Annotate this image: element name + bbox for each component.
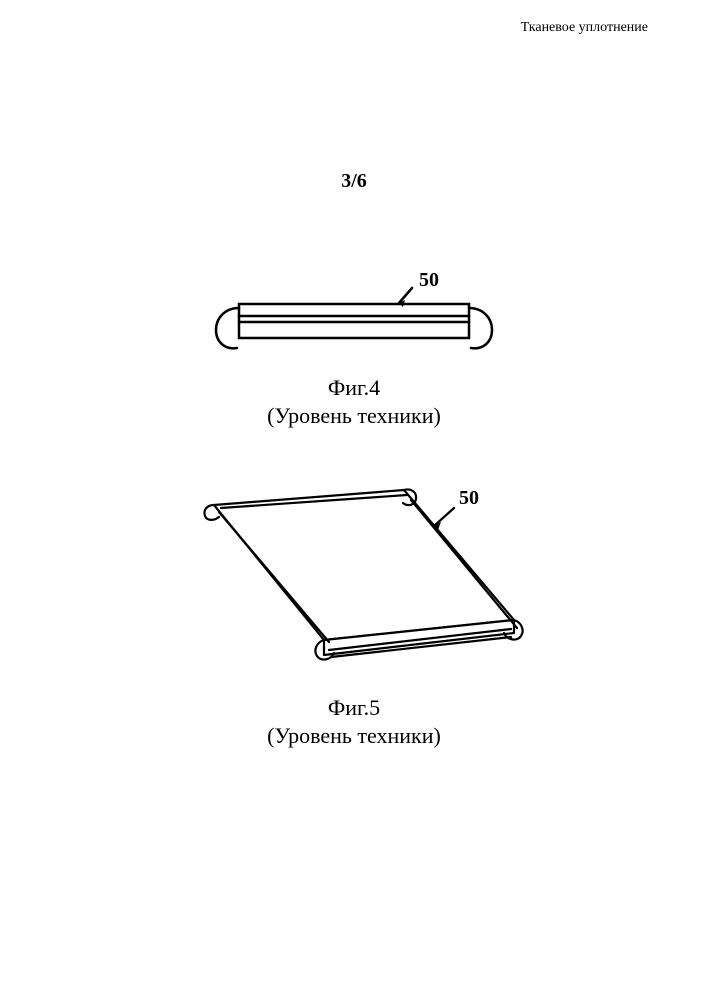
figure-5: 50 Фиг.5 (Уровень техники) (0, 450, 708, 749)
page: Тканевое уплотнение 3/6 50 (0, 0, 708, 1000)
figure-4-caption-line2: (Уровень техники) (267, 403, 441, 428)
figure-5-drawing: 50 (159, 450, 549, 690)
figure-4-caption-line1: Фиг.4 (328, 375, 380, 400)
figure-4: 50 Фиг.4 (Уровень техники) (0, 260, 708, 429)
page-number: 3/6 (0, 170, 708, 193)
header-title: Тканевое уплотнение (521, 20, 648, 36)
figure-5-caption-line1: Фиг.5 (328, 695, 380, 720)
figure-5-caption: Фиг.5 (Уровень техники) (0, 694, 708, 749)
figure-5-ref-label: 50 (459, 487, 479, 509)
figure-4-caption: Фиг.4 (Уровень техники) (0, 374, 708, 429)
figure-5-caption-line2: (Уровень техники) (267, 723, 441, 748)
figure-4-drawing: 50 (184, 260, 524, 370)
figure-4-ref-label: 50 (419, 269, 439, 291)
